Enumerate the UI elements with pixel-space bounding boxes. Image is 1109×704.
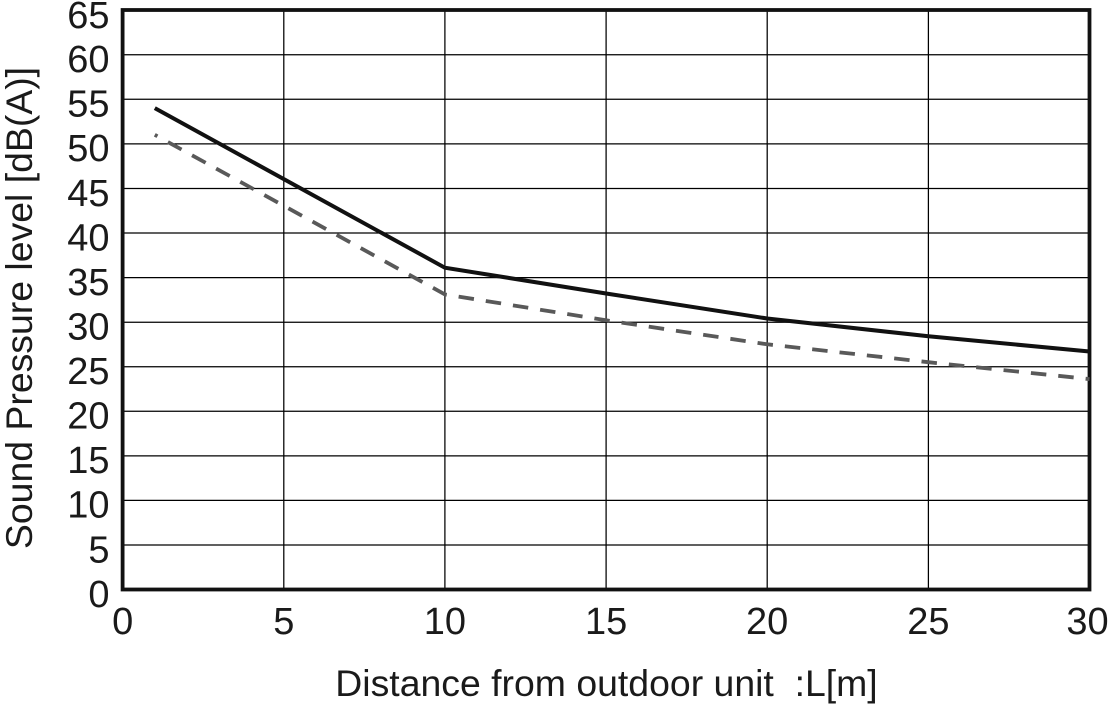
svg-text:0: 0: [88, 574, 109, 616]
svg-text:25: 25: [907, 601, 949, 643]
svg-text:20: 20: [67, 396, 109, 438]
svg-text:40: 40: [67, 217, 109, 259]
svg-text:55: 55: [67, 84, 109, 126]
svg-text:25: 25: [67, 351, 109, 393]
svg-text:30: 30: [67, 307, 109, 349]
svg-text:5: 5: [88, 529, 109, 571]
svg-text:10: 10: [67, 485, 109, 527]
svg-text:30: 30: [1066, 601, 1108, 643]
svg-text:65: 65: [67, 0, 109, 37]
svg-text:5: 5: [273, 601, 294, 643]
svg-text:50: 50: [67, 128, 109, 170]
svg-text:Sound Pressure level [dB(A)]: Sound Pressure level [dB(A)]: [0, 67, 40, 549]
svg-text:20: 20: [746, 601, 788, 643]
svg-text:60: 60: [67, 39, 109, 81]
svg-text:0: 0: [112, 601, 133, 643]
svg-text:15: 15: [585, 601, 627, 643]
svg-text:Distance from outdoor unit :L: Distance from outdoor unit :L[m]: [335, 662, 877, 704]
svg-text:15: 15: [67, 440, 109, 482]
svg-text:35: 35: [67, 262, 109, 304]
svg-text:10: 10: [424, 601, 466, 643]
svg-text:45: 45: [67, 173, 109, 215]
